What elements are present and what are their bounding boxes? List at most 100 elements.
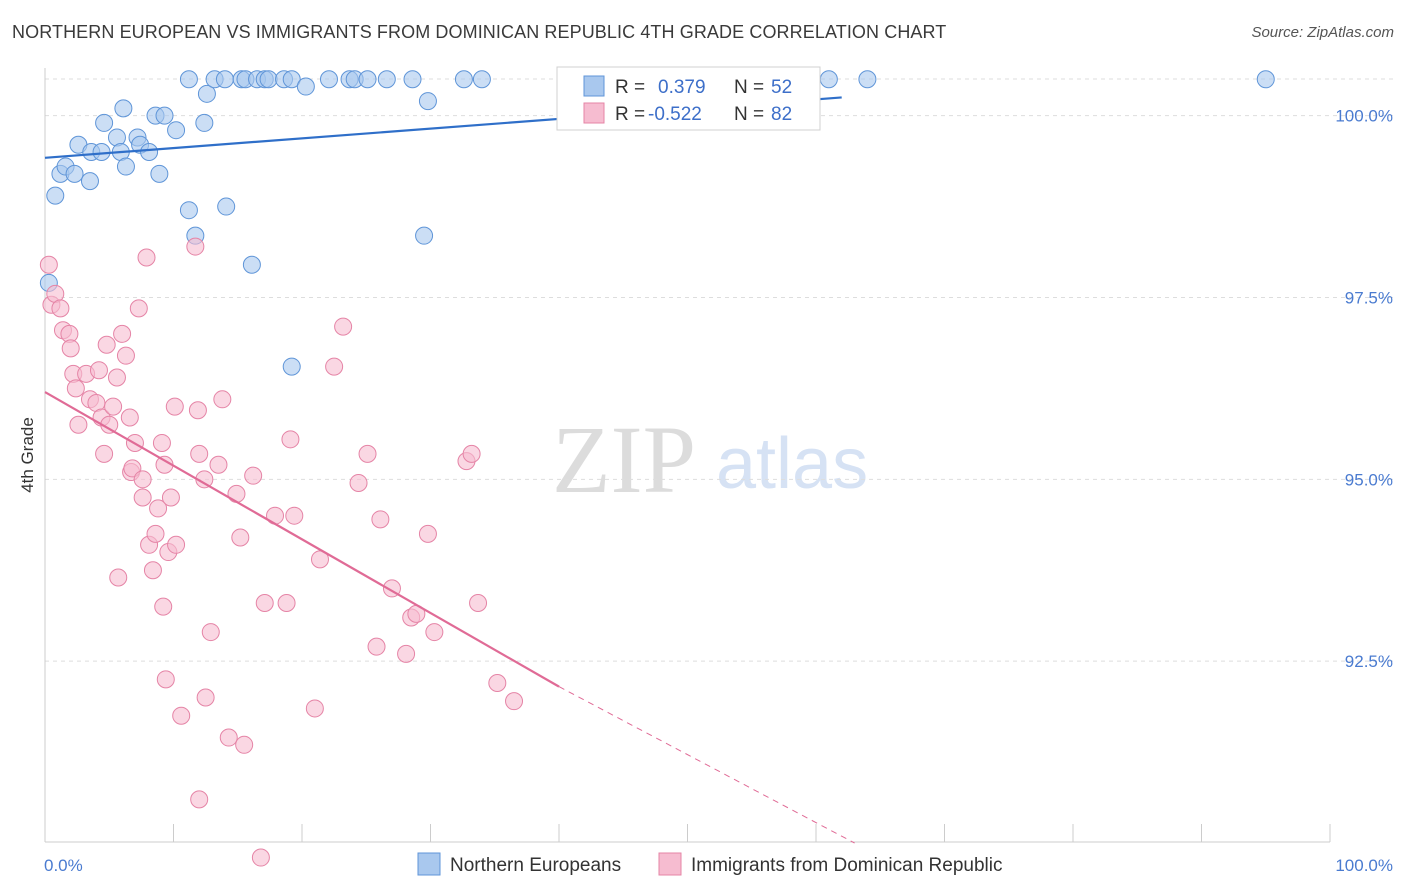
dominican-point-59 bbox=[255, 593, 274, 612]
dominican-point-30 bbox=[137, 248, 156, 267]
dominican-point-13 bbox=[89, 361, 108, 380]
dominican-point-42 bbox=[167, 535, 186, 554]
legend-n-value-pink: 82 bbox=[771, 104, 792, 125]
dominican-point-76 bbox=[418, 524, 437, 543]
northern-european-point-13 bbox=[116, 157, 135, 176]
northern-european-point-31 bbox=[242, 255, 261, 274]
axes bbox=[44, 68, 1331, 843]
northern-european-point-47 bbox=[454, 70, 473, 89]
dominican-point-22 bbox=[116, 346, 135, 365]
dominican-point-53 bbox=[219, 728, 238, 747]
bottom-legend-label-pink: Immigrants from Dominican Republic bbox=[691, 855, 1003, 876]
northern-european-point-1 bbox=[46, 186, 65, 205]
y-tick-label-3: 92.5% bbox=[1345, 652, 1393, 671]
dominican-point-61 bbox=[277, 593, 296, 612]
legend-n-label-pink: N = bbox=[734, 104, 764, 125]
dominican-point-27 bbox=[129, 299, 148, 318]
dominican-point-57 bbox=[244, 466, 263, 485]
dominican-point-41 bbox=[165, 397, 184, 416]
dominican-point-79 bbox=[462, 444, 481, 463]
dominican-point-81 bbox=[488, 673, 507, 692]
northern-european-point-39 bbox=[319, 70, 338, 89]
legend-n-value-blue: 52 bbox=[771, 77, 792, 98]
northern-european-point-12 bbox=[114, 99, 133, 118]
chart-title: NORTHERN EUROPEAN VS IMMIGRANTS FROM DOM… bbox=[12, 22, 947, 42]
northern-european-point-28 bbox=[217, 197, 236, 216]
stats-legend: R = 0.379 N = 52 R = -0.522 N = 82 bbox=[556, 66, 821, 131]
y-tick-label-1: 97.5% bbox=[1345, 288, 1393, 307]
dominican-point-52 bbox=[213, 390, 232, 409]
gridlines bbox=[45, 78, 1395, 662]
northern-european-point-19 bbox=[155, 106, 174, 125]
dominican-point-23 bbox=[120, 408, 139, 427]
legend-r-value-pink: -0.522 bbox=[648, 104, 702, 125]
dominican-point-64 bbox=[305, 699, 324, 718]
dominican-point-54 bbox=[227, 484, 246, 503]
northern-european-point-34 bbox=[259, 70, 278, 89]
northern-european-point-42 bbox=[358, 70, 377, 89]
legend-swatch-pink bbox=[583, 102, 605, 124]
dominican-point-71 bbox=[371, 510, 390, 529]
watermark-atlas: atlas bbox=[716, 424, 868, 504]
dominican-point-46 bbox=[190, 444, 209, 463]
dominican-point-0 bbox=[39, 255, 58, 274]
dominican-point-70 bbox=[367, 637, 386, 656]
watermark-zip: ZIP bbox=[552, 406, 696, 513]
dominican-point-36 bbox=[154, 597, 173, 616]
dominican-point-6 bbox=[61, 339, 80, 358]
northern-european-point-36 bbox=[282, 70, 301, 89]
series-northern-europeans bbox=[39, 70, 1275, 376]
trend-line-dominican-extension bbox=[558, 686, 855, 844]
dominican-point-3 bbox=[51, 299, 70, 318]
northern-european-point-9 bbox=[95, 113, 114, 132]
northern-european-point-51 bbox=[1256, 70, 1275, 89]
dominican-point-62 bbox=[281, 430, 300, 449]
dominican-point-45 bbox=[188, 401, 207, 420]
dominican-point-43 bbox=[172, 706, 191, 725]
bottom-legend-label-blue: Northern Europeans bbox=[450, 855, 621, 876]
dominican-point-63 bbox=[285, 506, 304, 525]
northern-european-point-27 bbox=[215, 70, 234, 89]
dominican-point-19 bbox=[107, 368, 126, 387]
dominican-point-47 bbox=[190, 790, 209, 809]
dominican-point-32 bbox=[143, 561, 162, 580]
dominican-point-15 bbox=[95, 444, 114, 463]
dominican-point-18 bbox=[104, 397, 123, 416]
legend-swatch-blue bbox=[583, 75, 605, 97]
dominican-point-29 bbox=[133, 488, 152, 507]
y-tick-label-0: 100.0% bbox=[1335, 107, 1393, 126]
northern-european-point-48 bbox=[472, 70, 491, 89]
northern-european-point-43 bbox=[377, 70, 396, 89]
dominican-point-58 bbox=[251, 848, 270, 867]
northern-european-point-22 bbox=[179, 201, 198, 220]
dominican-point-80 bbox=[469, 593, 488, 612]
dominican-point-77 bbox=[425, 623, 444, 642]
bottom-legend-swatch-blue bbox=[417, 852, 441, 876]
dominican-point-34 bbox=[149, 499, 168, 518]
series-legend: Northern Europeans Immigrants from Domin… bbox=[417, 852, 1003, 876]
northern-european-point-44 bbox=[403, 70, 422, 89]
northern-european-point-37 bbox=[282, 357, 301, 376]
dominican-point-35 bbox=[152, 433, 171, 452]
northern-european-point-4 bbox=[65, 164, 84, 183]
series-dominican-republic bbox=[39, 237, 524, 867]
trend-line-dominican bbox=[44, 391, 560, 688]
dominican-point-55 bbox=[231, 528, 250, 547]
northern-european-point-6 bbox=[80, 172, 99, 191]
northern-european-point-45 bbox=[415, 226, 434, 245]
dominican-point-49 bbox=[196, 688, 215, 707]
x-tick-label-0: 0.0% bbox=[44, 856, 83, 875]
dominican-point-20 bbox=[109, 568, 128, 587]
northern-european-point-50 bbox=[858, 70, 877, 89]
northern-european-point-46 bbox=[418, 92, 437, 111]
dominican-point-40 bbox=[161, 488, 180, 507]
y-axis-title: 4th Grade bbox=[18, 417, 37, 493]
dominican-point-8 bbox=[66, 379, 85, 398]
bottom-legend-swatch-pink bbox=[658, 852, 682, 876]
y-tick-label-2: 95.0% bbox=[1345, 470, 1393, 489]
dominican-point-66 bbox=[325, 357, 344, 376]
dominican-point-69 bbox=[358, 444, 377, 463]
northern-european-point-49 bbox=[819, 70, 838, 89]
northern-european-point-38 bbox=[296, 77, 315, 96]
